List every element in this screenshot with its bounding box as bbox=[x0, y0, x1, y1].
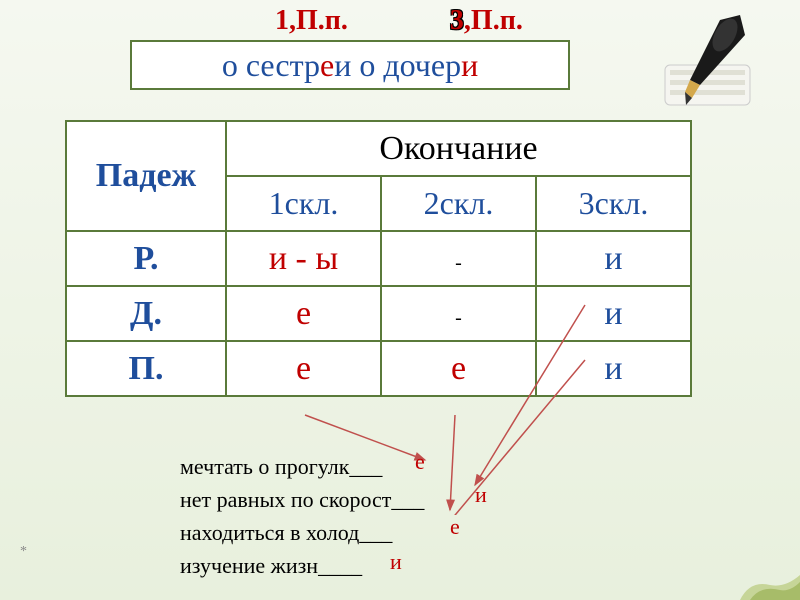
answer3: е bbox=[450, 510, 460, 543]
corner-decoration-icon bbox=[730, 560, 800, 600]
title-ending2: и bbox=[461, 47, 478, 84]
case-d: Д. bbox=[130, 295, 162, 332]
title-ending1: е bbox=[320, 47, 334, 84]
d-d2: - bbox=[455, 307, 462, 329]
exercise-line1: мечтать о прогулк___ bbox=[180, 450, 424, 483]
case-p: П. bbox=[129, 350, 164, 387]
decl1-header: 1скл. bbox=[269, 185, 339, 221]
declension-table: Падеж Окончание 1скл. 2скл. 3скл. Р. и -… bbox=[65, 120, 692, 397]
answer4: и bbox=[390, 545, 402, 578]
r-d1: и - ы bbox=[269, 240, 338, 277]
decl3-header: 3скл. bbox=[579, 185, 649, 221]
r-d2: - bbox=[455, 252, 462, 274]
exercise-block: мечтать о прогулк___ нет равных по скоро… bbox=[180, 450, 424, 582]
p-d1: е bbox=[296, 350, 311, 387]
title-box: о сестре и о дочери bbox=[130, 40, 570, 90]
p-d2: е bbox=[451, 350, 466, 387]
exercise-line3: находиться в холод___ bbox=[180, 516, 424, 549]
answer2: и bbox=[475, 478, 487, 511]
label-3pp-rest: ,П.п. bbox=[464, 5, 523, 36]
decl2-header: 2скл. bbox=[424, 185, 494, 221]
d-d1: е bbox=[296, 295, 311, 332]
title-part1: о сестр bbox=[222, 47, 320, 84]
p-d3: и bbox=[604, 350, 622, 387]
exercise-line4: изучение жизн____ bbox=[180, 549, 424, 582]
answer1: е bbox=[415, 445, 425, 478]
pen-icon bbox=[650, 10, 760, 110]
label-1pp: 1,П.п. bbox=[275, 5, 348, 36]
title-part2: и о дочер bbox=[334, 47, 461, 84]
d-d3: и bbox=[604, 295, 622, 332]
ending-header: Окончание bbox=[379, 130, 537, 167]
header-labels: 1,П.п. 3,П.п. bbox=[275, 5, 523, 37]
exercise-line2: нет равных по скорост___ bbox=[180, 483, 424, 516]
label-3pp-3: 3 bbox=[450, 5, 464, 36]
case-header: Падеж bbox=[96, 157, 196, 194]
case-r: Р. bbox=[133, 240, 158, 277]
r-d3: и bbox=[604, 240, 622, 277]
asterisk: * bbox=[20, 544, 27, 560]
